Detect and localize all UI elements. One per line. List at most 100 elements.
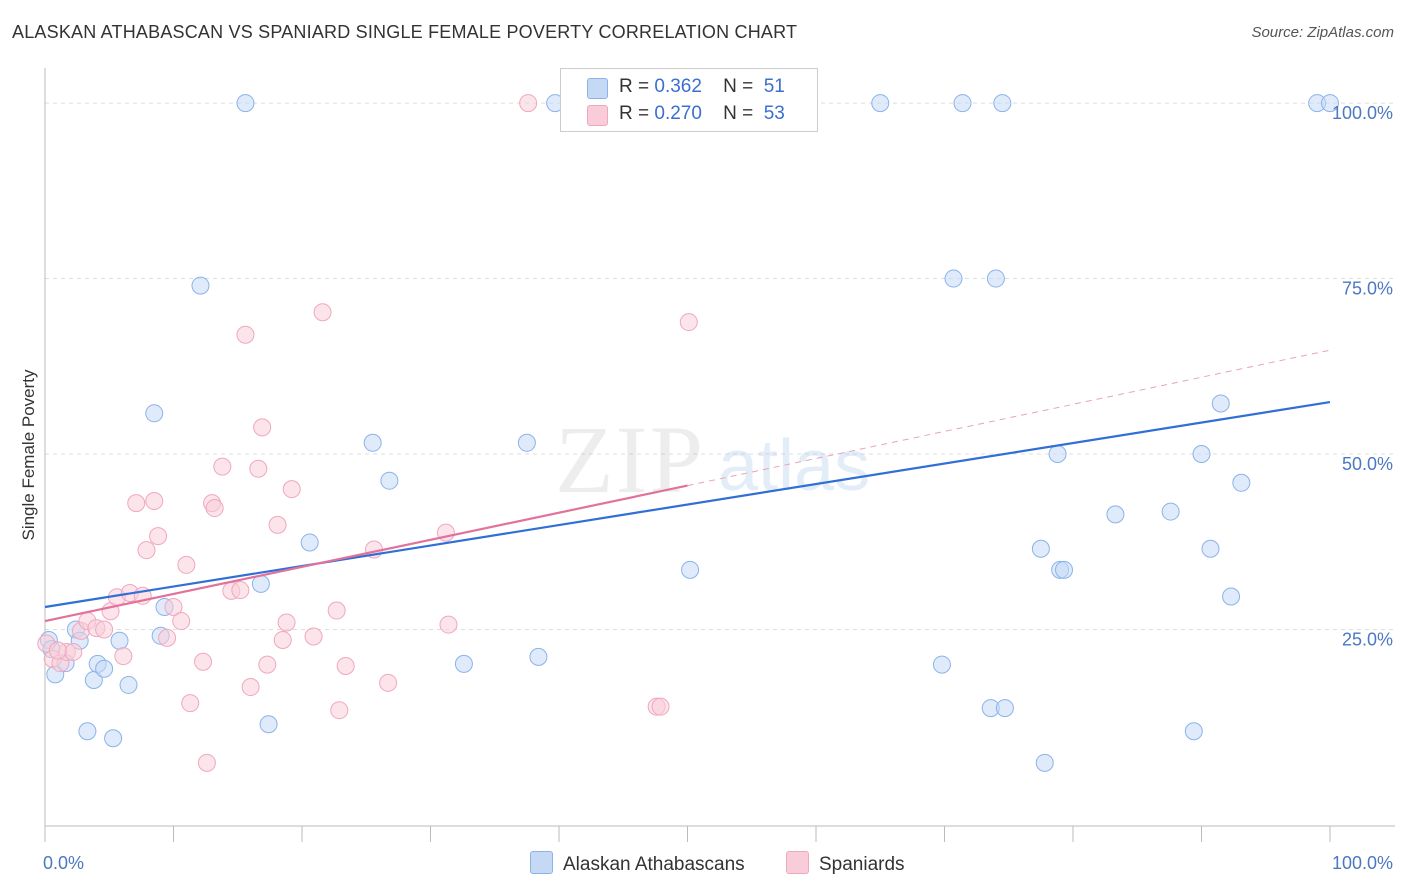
point-spaniard xyxy=(164,598,183,617)
point-alaskan xyxy=(119,675,138,694)
source-label: Source: ZipAtlas.com xyxy=(1251,24,1394,41)
r-label: R = xyxy=(619,76,650,97)
legend-item-alaskan: Alaskan Athabascans xyxy=(530,851,745,876)
point-alaskan xyxy=(517,433,536,452)
point-alaskan xyxy=(145,404,164,423)
y-tick-label: 75.0% xyxy=(1342,279,1393,299)
point-alaskan xyxy=(995,699,1014,718)
point-spaniard xyxy=(205,499,224,518)
legend-label-alaskan: Alaskan Athabascans xyxy=(563,854,745,875)
tick-labels: 25.0% 50.0% 75.0% 100.0% 0.0% 100.0% xyxy=(43,103,1393,873)
r-label: R = xyxy=(619,103,650,124)
point-alaskan xyxy=(1232,473,1251,492)
axes xyxy=(44,68,1395,842)
point-alaskan xyxy=(1035,753,1054,772)
point-alaskan xyxy=(259,715,278,734)
grid-lines xyxy=(45,102,1395,630)
point-spaniard xyxy=(48,641,67,660)
y-axis-label: Single Female Poverty xyxy=(19,369,38,541)
correlation-legend: R = 0.362 N = 51 R = 0.270 N = 53 xyxy=(560,68,818,132)
point-spaniard xyxy=(313,303,332,322)
point-alaskan xyxy=(380,471,399,490)
point-spaniard xyxy=(64,642,83,661)
point-spaniard xyxy=(258,655,277,674)
legend-item-spaniards: Spaniards xyxy=(786,851,905,876)
point-alaskan xyxy=(993,94,1012,113)
legend-swatch-spaniards xyxy=(587,105,608,126)
n-label: N = xyxy=(723,76,754,97)
point-spaniard xyxy=(241,678,260,697)
trend-line-spaniards xyxy=(44,484,688,623)
point-spaniard xyxy=(213,457,232,476)
point-spaniard xyxy=(273,631,292,650)
point-alaskan xyxy=(300,533,319,552)
watermark-zip: ZIP xyxy=(555,406,705,513)
point-alaskan xyxy=(110,631,129,650)
point-spaniard xyxy=(439,615,458,634)
point-spaniard xyxy=(194,652,213,671)
point-spaniard xyxy=(127,494,146,513)
point-alaskan xyxy=(953,94,972,113)
point-spaniard xyxy=(679,313,698,332)
chart-title: ALASKAN ATHABASCAN VS SPANIARD SINGLE FE… xyxy=(12,22,798,42)
point-spaniard xyxy=(181,694,200,713)
n-label: N = xyxy=(723,103,754,124)
x-tick-label: 100.0% xyxy=(1332,853,1393,873)
point-alaskan xyxy=(1161,502,1180,521)
legend-swatch-alaskan xyxy=(587,78,608,99)
point-spaniard xyxy=(249,459,268,478)
point-alaskan xyxy=(236,94,255,113)
point-alaskan xyxy=(944,269,963,288)
point-spaniard xyxy=(137,541,156,560)
trend-line-alaskan xyxy=(44,400,1331,609)
point-spaniard xyxy=(277,613,296,632)
point-alaskan xyxy=(78,722,97,741)
point-alaskan xyxy=(932,655,951,674)
point-alaskan xyxy=(1106,505,1125,524)
point-alaskan xyxy=(529,647,548,666)
point-spaniard xyxy=(145,492,164,511)
y-tick-label: 50.0% xyxy=(1342,454,1393,474)
point-spaniard xyxy=(379,673,398,692)
point-alaskan xyxy=(1211,394,1230,413)
r-value: 0.362 xyxy=(654,76,702,97)
n-value: 53 xyxy=(763,103,785,124)
legend-swatch-spaniards xyxy=(786,851,809,874)
point-alaskan xyxy=(1184,722,1203,741)
point-spaniard xyxy=(172,612,191,631)
point-alaskan xyxy=(986,269,1005,288)
point-spaniard xyxy=(114,647,133,666)
watermark: ZIP atlas xyxy=(555,406,870,513)
point-alaskan xyxy=(104,729,123,748)
point-alaskan xyxy=(1055,560,1074,579)
point-spaniard xyxy=(327,601,346,620)
point-spaniard xyxy=(282,480,301,499)
point-spaniard xyxy=(330,701,349,720)
point-alaskan xyxy=(95,659,114,678)
point-alaskan xyxy=(1321,94,1339,113)
point-spaniard xyxy=(197,753,216,772)
x-tick-label: 0.0% xyxy=(43,853,84,873)
point-spaniard xyxy=(149,527,168,546)
point-spaniard xyxy=(651,697,670,716)
point-spaniard xyxy=(268,515,287,534)
point-alaskan xyxy=(1222,587,1241,606)
point-alaskan xyxy=(191,276,210,295)
data-points xyxy=(37,94,1339,772)
point-alaskan xyxy=(363,433,382,452)
point-spaniard xyxy=(95,620,114,639)
point-spaniard xyxy=(236,325,255,344)
point-alaskan xyxy=(1031,539,1050,558)
point-spaniard xyxy=(177,555,196,574)
legend-label-spaniards: Spaniards xyxy=(819,854,905,875)
point-alaskan xyxy=(681,560,700,579)
r-value: 0.270 xyxy=(654,103,702,124)
point-spaniard xyxy=(253,418,272,437)
legend-swatch-alaskan xyxy=(530,851,553,874)
watermark-atlas: atlas xyxy=(718,426,870,506)
trend-lines xyxy=(44,349,1331,623)
point-alaskan xyxy=(1048,445,1067,464)
point-spaniard xyxy=(158,628,177,647)
y-tick-label: 100.0% xyxy=(1332,103,1393,123)
